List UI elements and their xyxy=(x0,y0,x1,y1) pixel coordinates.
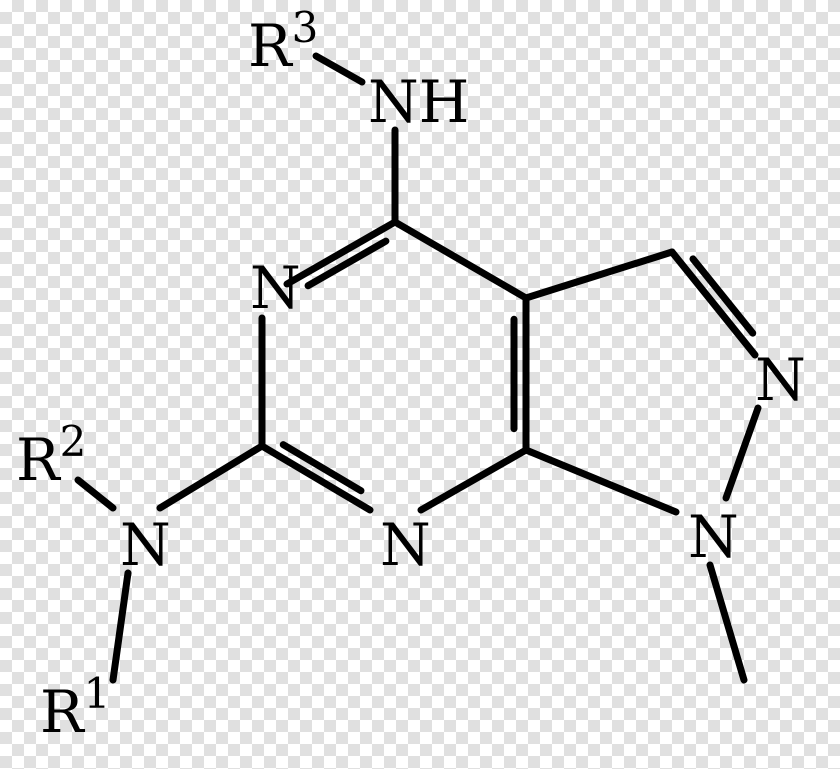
chemical-structure-diagram: R3 NH N N N N N R2 R1 xyxy=(0,0,840,769)
label-N-pyrazole-top: N xyxy=(755,346,806,414)
label-NH: NH xyxy=(368,68,469,136)
bonds-layer xyxy=(78,56,758,680)
label-N-ring-bottom: N xyxy=(380,511,431,579)
labels-layer: R3 NH N N N N N R2 R1 xyxy=(16,3,806,746)
label-R3: R3 xyxy=(248,3,318,80)
label-N-exocyclic: N xyxy=(120,511,171,579)
label-N-ring-top: N xyxy=(250,254,301,322)
label-R1: R1 xyxy=(40,669,110,746)
label-N-pyrazole-bottom: N xyxy=(688,503,739,571)
